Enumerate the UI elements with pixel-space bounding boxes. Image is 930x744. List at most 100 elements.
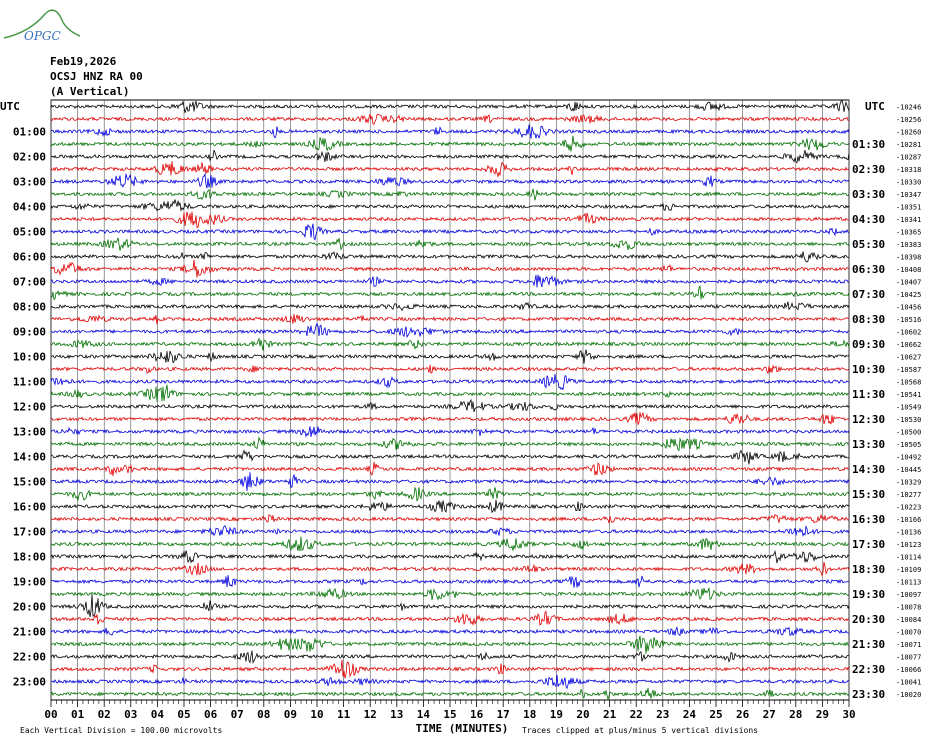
trace xyxy=(50,211,850,228)
offset-label: -10084 xyxy=(896,616,921,624)
offset-label: -10330 xyxy=(896,179,921,187)
x-tick-label: 29 xyxy=(816,708,829,721)
trace xyxy=(50,562,850,577)
x-tick-label: 06 xyxy=(204,708,218,721)
offset-label: -10246 xyxy=(896,104,921,112)
x-tick-label: 03 xyxy=(124,708,137,721)
half-hour-label: 16:30 xyxy=(852,513,885,526)
offset-label: -10109 xyxy=(896,566,921,574)
trace xyxy=(50,674,850,690)
trace xyxy=(50,659,850,679)
offset-label: -10318 xyxy=(896,166,921,174)
x-tick-label: 07 xyxy=(231,708,244,721)
hour-label: 15:00 xyxy=(13,476,46,489)
offset-label: -10408 xyxy=(896,266,921,274)
trace xyxy=(50,274,850,288)
x-tick-label: 02 xyxy=(98,708,111,721)
trace xyxy=(50,251,850,263)
x-tick-label: 20 xyxy=(576,708,589,721)
trace xyxy=(50,384,850,402)
offset-label: -10407 xyxy=(896,279,921,287)
x-tick-label: 18 xyxy=(523,708,536,721)
x-tick-label: 24 xyxy=(683,708,697,721)
hour-label: 13:00 xyxy=(13,426,46,439)
hour-label: 20:00 xyxy=(13,601,46,614)
trace xyxy=(50,285,850,301)
x-tick-label: 11 xyxy=(337,708,351,721)
hour-label: 10:00 xyxy=(13,351,46,364)
hour-label: 22:00 xyxy=(13,651,46,664)
logo-text: OPGC xyxy=(24,29,61,43)
x-tick-label: 08 xyxy=(257,708,270,721)
hour-label: 06:00 xyxy=(13,251,46,264)
offset-label: -10662 xyxy=(896,341,921,349)
x-tick-label: 25 xyxy=(709,708,722,721)
offset-label: -10568 xyxy=(896,379,921,387)
hour-label: 23:00 xyxy=(13,676,46,689)
offset-label: -10281 xyxy=(896,141,921,149)
hour-label: 09:00 xyxy=(13,326,46,339)
offset-label: -10505 xyxy=(896,441,921,449)
half-hour-label: 11:30 xyxy=(852,388,885,401)
half-hour-label: 18:30 xyxy=(852,563,885,576)
trace xyxy=(50,199,850,212)
trace xyxy=(50,587,850,601)
offset-label: -10492 xyxy=(896,454,921,462)
hour-label: 16:00 xyxy=(13,501,46,514)
offset-label: -10077 xyxy=(896,654,921,662)
trace xyxy=(50,161,850,178)
trace xyxy=(50,237,850,251)
half-hour-label: 15:30 xyxy=(852,488,885,501)
half-hour-label: 21:30 xyxy=(852,638,885,651)
offset-label: -10587 xyxy=(896,366,921,374)
trace xyxy=(50,124,850,140)
trace xyxy=(50,349,850,364)
half-hour-label: 12:30 xyxy=(852,413,885,426)
offset-label: -10114 xyxy=(896,554,921,562)
half-hour-label: 19:30 xyxy=(852,588,885,601)
offset-label: -10041 xyxy=(896,679,921,687)
hour-label: 07:00 xyxy=(13,276,46,289)
x-tick-label: 00 xyxy=(44,708,57,721)
offset-label: -10445 xyxy=(896,466,921,474)
offset-label: -10066 xyxy=(896,666,921,674)
offset-label: -10530 xyxy=(896,416,921,424)
x-tick-label: 19 xyxy=(550,708,563,721)
station: OCSJ HNZ RA 00 xyxy=(50,70,143,83)
x-tick-label: 04 xyxy=(151,708,165,721)
offset-label: -10223 xyxy=(896,504,921,512)
offset-label: -10070 xyxy=(896,629,921,637)
x-tick-label: 01 xyxy=(71,708,85,721)
half-hour-label: 03:30 xyxy=(852,188,885,201)
hour-label: 19:00 xyxy=(13,576,46,589)
offset-label: -10425 xyxy=(896,291,921,299)
half-hour-label: 07:30 xyxy=(852,288,885,301)
hour-label: 14:00 xyxy=(13,451,46,464)
trace xyxy=(50,113,850,125)
hour-label: 03:00 xyxy=(13,176,46,189)
half-hour-label: 04:30 xyxy=(852,213,885,226)
trace xyxy=(50,610,850,626)
offset-label: -10347 xyxy=(896,191,921,199)
x-tick-label: 14 xyxy=(417,708,431,721)
offset-label: -10398 xyxy=(896,254,921,262)
trace xyxy=(50,149,850,164)
trace xyxy=(50,135,850,152)
trace xyxy=(50,364,850,375)
offset-label: -10136 xyxy=(896,529,921,537)
half-hour-label: 06:30 xyxy=(852,263,885,276)
x-tick-label: 13 xyxy=(390,708,403,721)
x-tick-label: 22 xyxy=(630,708,643,721)
trace xyxy=(50,188,850,201)
trace xyxy=(50,635,850,654)
offset-label: -10351 xyxy=(896,204,921,212)
half-hour-label: 01:30 xyxy=(852,138,885,151)
offset-label: -10365 xyxy=(896,229,921,237)
trace xyxy=(50,426,850,438)
x-tick-label: 10 xyxy=(310,708,323,721)
offset-label: -10456 xyxy=(896,304,921,312)
hour-label: 18:00 xyxy=(13,551,46,564)
x-tick-label: 05 xyxy=(177,708,190,721)
trace xyxy=(51,449,850,465)
